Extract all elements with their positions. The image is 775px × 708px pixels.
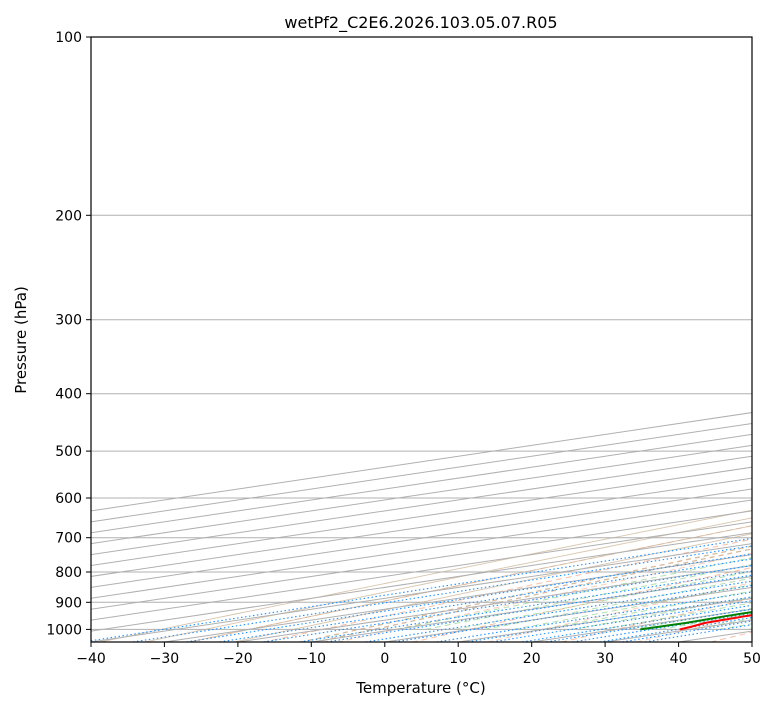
y-tick-label: 500 (55, 444, 82, 460)
chart-title: wetPf2_C2E6.2026.103.05.07.R05 (284, 13, 557, 33)
mixing-ratio-line (295, 570, 752, 642)
x-tick-label: 40 (670, 651, 688, 667)
mixing-ratio-line (542, 608, 752, 642)
pressure-gridlines (91, 37, 752, 630)
mixing-ratio-line (215, 558, 752, 642)
isotherm-line (91, 499, 752, 599)
y-axis-title: Pressure (hPa) (12, 286, 30, 394)
isotherm-line (91, 532, 752, 632)
isotherms (91, 412, 752, 642)
x-axis-ticks: −40 −30 −20 −10 0 10 20 30 40 50 (76, 642, 761, 667)
x-tick-label: 20 (523, 651, 541, 667)
x-tick-label: −10 (297, 651, 327, 667)
mixing-ratio-line (182, 553, 752, 642)
x-tick-label: 30 (596, 651, 614, 667)
x-tick-label: 0 (380, 651, 389, 667)
y-tick-label: 400 (55, 387, 82, 403)
isotherm-line (91, 466, 752, 567)
y-tick-label: 300 (55, 313, 82, 329)
y-tick-label: 900 (55, 595, 82, 611)
isotherm-line (91, 455, 752, 556)
x-axis-title: Temperature (°C) (355, 679, 485, 697)
isotherm-line (91, 510, 752, 610)
moist-adiabat-line (425, 563, 752, 630)
y-tick-label: 1000 (46, 622, 82, 638)
mixing-ratio-line (259, 564, 752, 642)
x-tick-label: −20 (223, 651, 253, 667)
x-tick-label: −40 (76, 651, 106, 667)
isotherm-line (91, 488, 752, 588)
y-tick-label: 600 (55, 491, 82, 507)
isotherm-line (91, 521, 752, 621)
plot-area: 0.10.20.40.611.52346810131620253036-100-… (91, 37, 752, 642)
y-tick-label: 200 (55, 208, 82, 224)
y-axis-ticks: 100 200 300 400 500 600 700 800 900 1000 (46, 30, 91, 638)
x-tick-label: 10 (449, 651, 467, 667)
moist-adiabat-line (483, 577, 752, 630)
isotherm-line (91, 477, 752, 577)
y-tick-label: 800 (55, 565, 82, 581)
y-tick-label: 700 (55, 531, 82, 547)
y-tick-label: 100 (55, 30, 82, 46)
mixing-ratio-line (518, 604, 752, 642)
mixing-ratio-lines (91, 537, 752, 642)
isotherm-line (91, 444, 752, 545)
plot-frame (90, 36, 753, 643)
x-tick-label: 50 (743, 651, 761, 667)
x-tick-label: −30 (150, 651, 180, 667)
